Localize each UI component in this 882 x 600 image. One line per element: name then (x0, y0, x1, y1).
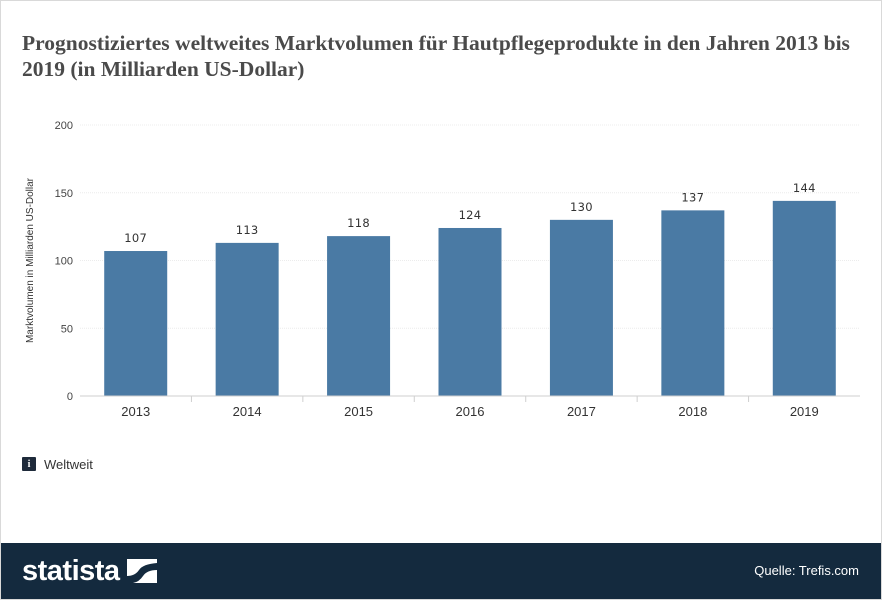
y-tick-label: 100 (55, 256, 73, 268)
statista-logo[interactable]: statista (22, 553, 157, 589)
y-axis-label: Marktvolumen in Milliarden US-Dollar (25, 177, 36, 343)
bar[interactable] (438, 227, 502, 396)
bar[interactable] (327, 236, 391, 396)
bars (104, 200, 836, 396)
info-icon[interactable]: i (22, 457, 36, 471)
y-tick-label: 200 (55, 120, 73, 132)
x-tick-label: 2017 (567, 404, 596, 419)
data-label: 118 (347, 216, 370, 230)
chart-title: Prognostiziertes weltweites Marktvolumen… (22, 31, 850, 81)
region-label: Weltweit (44, 456, 93, 472)
x-tick-label: 2018 (678, 404, 707, 419)
data-label: 107 (124, 231, 147, 245)
data-labels: 107 113 118 124 130 137 144 (124, 181, 815, 245)
bar[interactable] (215, 242, 279, 396)
bar-chart: Marktvolumen in Milliarden US-Dollar 0 50… (25, 120, 860, 419)
data-label: 124 (459, 208, 482, 222)
bar[interactable] (772, 200, 836, 396)
data-label: 130 (570, 200, 593, 214)
x-tick-label: 2015 (344, 404, 373, 419)
statista-mark-icon (126, 559, 157, 583)
x-tick-label: 2013 (121, 404, 150, 419)
data-label: 144 (793, 181, 816, 195)
bar[interactable] (549, 219, 613, 396)
x-tick-label: 2016 (456, 404, 485, 419)
y-tick-label: 150 (55, 188, 73, 200)
info-row: i Weltweit (22, 456, 93, 472)
footer-bar: statista Quelle: Trefis.com (1, 543, 881, 599)
data-label: 113 (236, 223, 259, 237)
x-tick-label: 2019 (790, 404, 819, 419)
bar[interactable] (661, 210, 725, 396)
data-label: 137 (681, 190, 704, 204)
brand-name: statista (22, 554, 120, 587)
x-tick-label: 2014 (233, 404, 262, 419)
y-axis-ticks: 0 50 100 150 200 (55, 120, 73, 403)
y-tick-label: 0 (67, 391, 73, 403)
y-tick-label: 50 (61, 323, 73, 335)
bar[interactable] (104, 251, 168, 396)
x-axis-ticks: 2013 2014 2015 2016 2017 2018 2019 (121, 396, 819, 419)
source-text[interactable]: Quelle: Trefis.com (754, 563, 859, 578)
